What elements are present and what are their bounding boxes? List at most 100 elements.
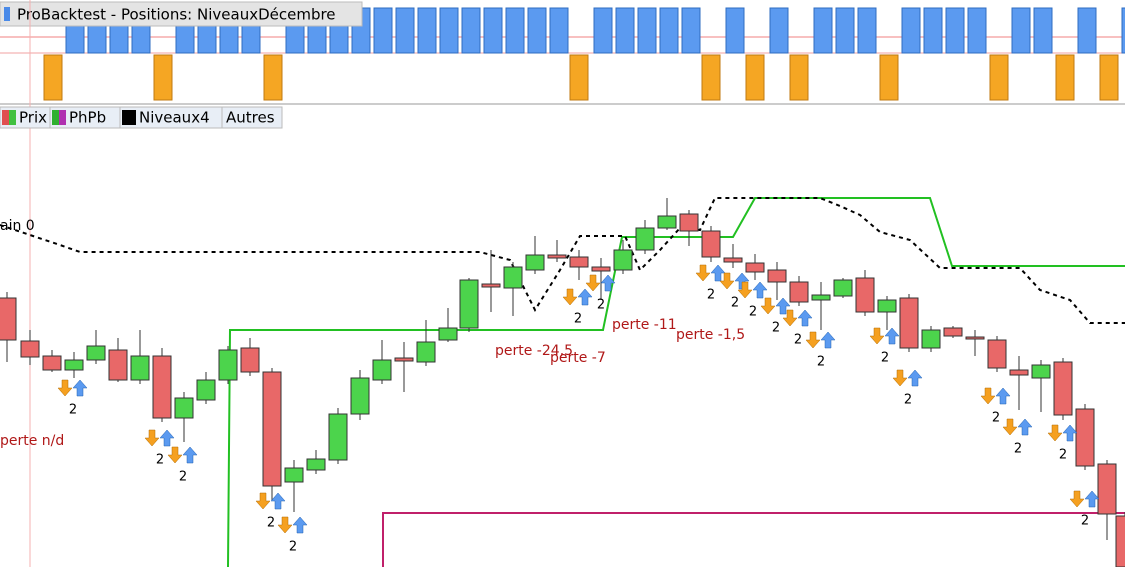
candle-body: [1115, 515, 1125, 568]
buy-arrow: [1017, 418, 1033, 436]
candle-body: [350, 377, 370, 415]
signal-count: 2: [1081, 514, 1089, 529]
long-position: [967, 7, 987, 54]
short-position: [569, 54, 589, 101]
candle-body: [921, 329, 941, 349]
sell-arrow: [869, 327, 885, 345]
window-title: ProBacktest - Positions: NiveauxDécembre: [17, 6, 336, 24]
annotation: perte n/d: [0, 433, 64, 449]
tab-icon: [122, 110, 129, 125]
signal-count: 2: [1014, 442, 1022, 457]
buy-arrow: [600, 274, 616, 292]
candle-body: [438, 327, 458, 341]
signal-count: 2: [707, 288, 715, 303]
sell-arrow: [255, 492, 271, 510]
buy-arrow: [1062, 424, 1078, 442]
sell-arrow: [760, 297, 776, 315]
tab-label: PhPb: [69, 109, 106, 127]
candle-body: [284, 467, 304, 483]
candle-body: [0, 297, 17, 341]
candle-body: [240, 347, 260, 373]
candle-body: [657, 215, 677, 229]
long-position: [1077, 7, 1097, 54]
long-position: [769, 7, 789, 54]
candle-body: [723, 257, 743, 263]
candle-body: [152, 355, 172, 419]
tab-icon: [129, 110, 136, 125]
sell-arrow: [719, 272, 735, 290]
sell-arrow: [585, 274, 601, 292]
signal-count: 2: [881, 351, 889, 366]
long-position: [637, 7, 657, 54]
sell-arrow: [1047, 424, 1063, 442]
tab-label: Autres: [226, 109, 275, 127]
sell-arrow: [144, 429, 160, 447]
short-position: [701, 54, 721, 101]
sell-arrow: [1069, 490, 1085, 508]
signal-count: 2: [992, 411, 1000, 426]
sell-arrow: [277, 516, 293, 534]
candle-body: [1053, 361, 1073, 416]
buy-arrow: [752, 281, 768, 299]
buy-arrow: [820, 331, 836, 349]
signal-count: 2: [731, 296, 739, 311]
long-position: [549, 7, 569, 54]
sell-arrow: [562, 288, 578, 306]
candle-body: [833, 279, 853, 297]
tab-icon: [2, 110, 9, 125]
buy-arrow: [182, 446, 198, 464]
candle-body: [767, 269, 787, 283]
candle-body: [877, 299, 897, 313]
magenta-level: [382, 512, 1125, 567]
candle-body: [64, 359, 84, 371]
buy-arrow: [159, 429, 175, 447]
signal-count: 2: [1059, 448, 1067, 463]
candle-body: [635, 227, 655, 251]
candle-body: [218, 349, 238, 381]
buy-arrow: [577, 288, 593, 306]
candle-body: [20, 340, 40, 358]
long-position: [901, 7, 921, 54]
sell-arrow: [57, 379, 73, 397]
candle-body: [372, 359, 392, 381]
candle-body: [481, 283, 501, 288]
candle-body: [613, 249, 633, 271]
candle-body: [943, 327, 963, 337]
long-position: [659, 7, 679, 54]
short-position: [789, 54, 809, 101]
signal-count: 2: [179, 470, 187, 485]
annotation: perte -11: [612, 317, 677, 333]
buy-arrow: [1084, 490, 1100, 508]
signal-count: 2: [574, 312, 582, 327]
long-position: [615, 7, 635, 54]
tab-icon: [59, 110, 66, 125]
long-position: [593, 7, 613, 54]
candle-body: [811, 294, 831, 301]
long-position: [681, 7, 701, 54]
signal-count: 2: [772, 321, 780, 336]
sell-arrow: [1002, 418, 1018, 436]
short-position: [1099, 54, 1119, 101]
long-position: [461, 7, 481, 54]
signal-count: 2: [289, 540, 297, 555]
signal-count: 2: [156, 453, 164, 468]
buy-arrow: [270, 492, 286, 510]
short-position: [43, 54, 63, 101]
tab-icon: [9, 110, 16, 125]
candle-body: [701, 230, 721, 258]
long-position: [1121, 7, 1125, 54]
title-box: [0, 1, 363, 27]
candle-body: [328, 413, 348, 461]
tab-icon: [52, 110, 59, 125]
candle-body: [855, 277, 875, 313]
buy-arrow: [710, 264, 726, 282]
long-position: [483, 7, 503, 54]
candle-body: [394, 357, 414, 362]
candle-body: [789, 281, 809, 303]
annotation: perte -7: [550, 350, 606, 366]
buy-arrow: [292, 516, 308, 534]
signal-count: 2: [69, 403, 77, 418]
signal-count: 2: [794, 333, 802, 348]
candle-body: [86, 345, 106, 361]
